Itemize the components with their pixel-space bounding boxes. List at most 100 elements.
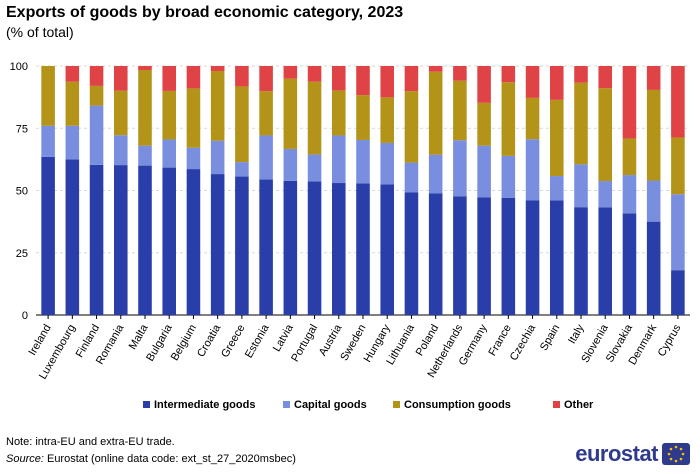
bar-france-capital-goods	[501, 155, 516, 198]
bar-denmark-consumption-goods	[646, 89, 661, 181]
bar-italy-other	[574, 66, 588, 83]
bar-poland-consumption-goods	[428, 71, 443, 155]
x-tick-label-estonia: Estonia	[243, 322, 272, 361]
bar-poland-capital-goods	[428, 154, 443, 194]
legend-label-other: Other	[564, 399, 594, 411]
bar-romania-consumption-goods	[113, 90, 128, 136]
bar-latvia-consumption-goods	[283, 78, 298, 149]
bar-cyprus-intermediate-goods	[671, 270, 685, 315]
chart-subtitle: (% of total)	[6, 24, 74, 40]
bar-spain-consumption-goods	[549, 99, 564, 177]
bar-romania-intermediate-goods	[113, 165, 128, 315]
legend-swatch-intermediate-goods	[143, 401, 150, 408]
bar-bulgaria-consumption-goods	[162, 90, 177, 140]
bar-finland-other	[89, 66, 104, 86]
bar-italy-capital-goods	[574, 164, 588, 208]
bar-ireland-consumption-goods	[41, 66, 55, 126]
bar-slovakia-other	[622, 66, 637, 139]
bar-italy-intermediate-goods	[574, 207, 588, 315]
bar-croatia-consumption-goods	[210, 70, 225, 141]
bar-romania-other	[113, 66, 128, 91]
bar-cyprus-capital-goods	[671, 194, 685, 271]
bar-greece-capital-goods	[235, 162, 249, 177]
legend: Intermediate goods Capital goods Consumpti…	[143, 399, 594, 411]
bar-greece-consumption-goods	[235, 86, 249, 163]
bar-netherlands-other	[453, 66, 467, 81]
bar-belgium-intermediate-goods	[186, 169, 201, 315]
bar-czechia-other	[525, 66, 540, 98]
bar-estonia-other	[259, 66, 273, 92]
bar-austria-intermediate-goods	[331, 183, 346, 315]
bar-croatia-other	[210, 66, 225, 71]
bar-croatia-capital-goods	[210, 140, 225, 175]
bar-latvia-intermediate-goods	[283, 180, 298, 315]
bar-germany-other	[477, 66, 491, 103]
bar-romania-capital-goods	[113, 135, 128, 166]
bar-ireland-capital-goods	[41, 125, 55, 157]
bar-lithuania-consumption-goods	[404, 91, 419, 163]
x-tick-label-spain: Spain	[538, 323, 562, 353]
bar-germany-capital-goods	[477, 145, 491, 198]
bar-denmark-other	[646, 66, 661, 90]
footnote: Note: intra-EU and extra-EU trade.	[6, 436, 175, 448]
bar-hungary-capital-goods	[380, 142, 395, 185]
legend-swatch-capital-goods	[283, 401, 290, 408]
y-tick-label-100: 100	[10, 61, 28, 73]
bar-sweden-capital-goods	[356, 139, 370, 184]
bar-france-intermediate-goods	[501, 197, 516, 315]
bar-finland-consumption-goods	[89, 85, 104, 106]
x-tick-label-cyprus: Cyprus	[656, 322, 684, 359]
bar-lithuania-intermediate-goods	[404, 192, 419, 315]
bar-spain-capital-goods	[549, 176, 564, 201]
bar-latvia-other	[283, 66, 298, 79]
bar-france-other	[501, 66, 516, 83]
bar-portugal-other	[307, 66, 322, 82]
x-tick-label-malta: Malta	[127, 322, 151, 352]
bar-bulgaria-other	[162, 66, 177, 91]
bar-italy-consumption-goods	[574, 82, 588, 165]
y-tick-label-0: 0	[22, 310, 28, 322]
bar-spain-intermediate-goods	[549, 200, 564, 315]
legend-label-capital-goods: Capital goods	[294, 399, 367, 411]
bar-greece-intermediate-goods	[235, 176, 249, 315]
bar-denmark-capital-goods	[646, 180, 661, 222]
bar-slovenia-intermediate-goods	[598, 207, 613, 315]
bar-slovakia-consumption-goods	[622, 138, 637, 176]
bar-luxembourg-capital-goods	[65, 125, 80, 160]
bar-netherlands-consumption-goods	[453, 80, 467, 141]
bar-slovenia-consumption-goods	[598, 88, 613, 182]
bar-slovenia-other	[598, 66, 613, 89]
bar-lithuania-capital-goods	[404, 162, 419, 193]
bar-lithuania-other	[404, 66, 419, 92]
bar-portugal-consumption-goods	[307, 81, 322, 155]
bar-germany-consumption-goods	[477, 102, 491, 146]
bar-malta-intermediate-goods	[138, 165, 152, 315]
bar-hungary-other	[380, 66, 395, 98]
bar-sweden-other	[356, 66, 370, 96]
y-axis-tick-labels: 0 25 50 75 100	[10, 61, 28, 322]
bar-czechia-intermediate-goods	[525, 200, 540, 315]
bar-germany-intermediate-goods	[477, 197, 491, 315]
bars	[41, 66, 685, 315]
eu-flag-icon	[662, 443, 690, 465]
bar-netherlands-capital-goods	[453, 140, 467, 197]
legend-label-intermediate-goods: Intermediate goods	[154, 399, 255, 411]
bar-austria-capital-goods	[331, 135, 346, 184]
legend-label-consumption-goods: Consumption goods	[404, 399, 511, 411]
bar-czechia-consumption-goods	[525, 97, 540, 140]
bar-spain-other	[549, 66, 564, 100]
bar-belgium-other	[186, 66, 201, 89]
bar-poland-intermediate-goods	[428, 193, 443, 315]
bar-belgium-consumption-goods	[186, 88, 201, 148]
chart-title: Exports of goods by broad economic categ…	[6, 4, 404, 21]
source-label: Source:	[6, 453, 44, 465]
source-line: Source: Eurostat (online data code: ext_…	[6, 453, 296, 465]
bar-malta-consumption-goods	[138, 69, 152, 146]
bar-cyprus-consumption-goods	[671, 137, 685, 195]
y-tick-label-25: 25	[16, 248, 28, 260]
y-tick-label-50: 50	[16, 186, 28, 198]
bar-denmark-intermediate-goods	[646, 221, 661, 315]
bar-poland-other	[428, 66, 443, 72]
bar-bulgaria-capital-goods	[162, 139, 177, 168]
bar-malta-other	[138, 66, 152, 70]
